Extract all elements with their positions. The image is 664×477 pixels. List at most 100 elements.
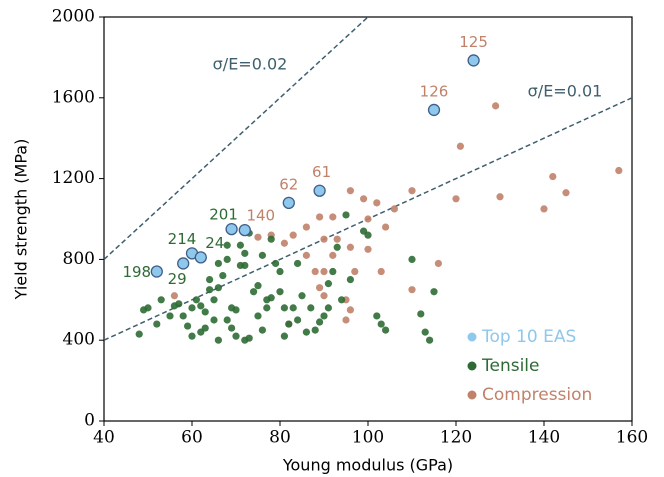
legend-marker <box>467 361 477 371</box>
point <box>219 271 227 280</box>
point <box>346 306 354 314</box>
point <box>434 259 442 268</box>
point-label: 214 <box>168 230 197 248</box>
ratio-line <box>103 16 369 260</box>
point <box>135 330 143 338</box>
point <box>549 172 557 181</box>
point <box>302 328 310 336</box>
point <box>232 332 240 340</box>
point <box>377 267 385 276</box>
point <box>245 334 253 342</box>
x-tick-label: 80 <box>269 428 291 448</box>
point <box>289 231 297 239</box>
point <box>298 292 306 300</box>
point <box>364 215 372 223</box>
x-tick-label: 40 <box>93 428 115 448</box>
point <box>417 310 425 318</box>
point <box>452 195 460 203</box>
point <box>320 292 328 300</box>
point <box>313 184 326 197</box>
point <box>364 231 372 239</box>
point <box>430 288 438 296</box>
point <box>492 102 500 110</box>
point <box>214 284 222 292</box>
y-tick-label: 1200 <box>52 168 95 188</box>
point <box>250 288 258 296</box>
point <box>467 54 480 67</box>
point <box>170 292 178 300</box>
point <box>351 267 359 276</box>
point <box>294 259 302 268</box>
point <box>316 213 324 221</box>
legend-label: Tensile <box>481 356 540 376</box>
point <box>214 336 222 344</box>
point <box>166 312 174 320</box>
point <box>346 243 354 251</box>
point <box>280 332 288 340</box>
point <box>382 326 390 334</box>
point <box>346 276 354 284</box>
point <box>320 312 328 320</box>
y-tick-label: 400 <box>63 330 95 350</box>
point <box>324 280 332 288</box>
point <box>272 259 280 268</box>
y-tick-label: 0 <box>84 411 95 431</box>
point <box>615 166 623 175</box>
legend-marker <box>467 390 477 400</box>
point <box>373 199 381 207</box>
point <box>427 103 441 117</box>
point-label: 198 <box>122 263 151 281</box>
x-tick-label: 140 <box>528 428 560 448</box>
point <box>267 294 275 302</box>
point <box>184 322 192 330</box>
point <box>276 267 284 276</box>
x-tick-label: 120 <box>440 428 472 448</box>
point <box>254 312 262 320</box>
point <box>562 189 570 197</box>
point <box>307 304 315 312</box>
point <box>408 187 416 195</box>
point <box>179 312 187 320</box>
ratio-label: σ/E=0.02 <box>213 55 288 74</box>
point <box>232 306 240 314</box>
ratio-label: σ/E=0.01 <box>528 82 603 101</box>
y-tick-label: 1600 <box>52 87 95 107</box>
point <box>329 267 337 276</box>
point <box>238 223 251 237</box>
point <box>177 257 190 270</box>
point <box>223 316 231 324</box>
point <box>201 324 209 332</box>
x-tick-label: 60 <box>181 428 203 448</box>
point <box>188 304 196 312</box>
point <box>175 300 183 308</box>
point <box>280 304 288 312</box>
point <box>192 296 200 304</box>
point <box>426 336 434 344</box>
point <box>329 251 337 259</box>
point-label: 29 <box>168 270 187 288</box>
point <box>282 196 295 209</box>
point-label: 126 <box>420 82 449 100</box>
point-label: 61 <box>312 163 331 181</box>
point <box>285 320 293 328</box>
point-label: 24 <box>205 234 224 252</box>
legend-label: Compression <box>482 385 592 405</box>
point <box>342 211 350 219</box>
point <box>241 261 249 270</box>
point <box>364 245 372 253</box>
point <box>408 255 416 263</box>
point <box>316 318 324 326</box>
point <box>280 239 288 247</box>
point <box>254 233 262 241</box>
point <box>210 316 218 324</box>
point <box>241 249 249 257</box>
point <box>201 308 209 316</box>
point-label: 125 <box>459 33 488 51</box>
x-axis-label: Young modulus (GPa) <box>282 456 453 475</box>
point <box>236 241 244 249</box>
point <box>382 223 390 231</box>
point <box>276 288 284 296</box>
point <box>333 235 341 243</box>
point <box>206 276 214 284</box>
